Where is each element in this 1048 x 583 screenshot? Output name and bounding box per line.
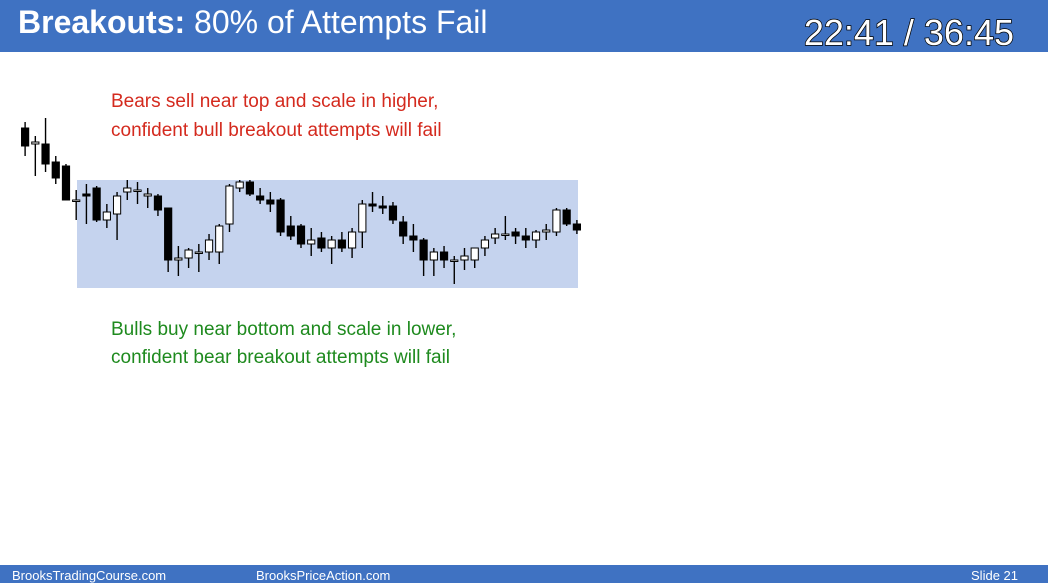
footer-link: BrooksTradingCourse.com	[12, 568, 167, 583]
candle-body	[225, 185, 234, 225]
video-timer: 22:41 / 36:45	[803, 11, 1015, 54]
candle-body	[123, 187, 132, 193]
candle-body	[439, 251, 449, 261]
candle-body	[41, 143, 50, 165]
header-bar: Breakouts: 80% of Attempts Fail 22:41 / …	[0, 0, 1048, 54]
candle-body	[245, 181, 255, 195]
candle-body	[347, 231, 357, 249]
candle-body	[153, 195, 163, 211]
annotation: confident bull breakout attempts will fa…	[111, 120, 442, 141]
title-rest: 80% of Attempts Fail	[194, 4, 488, 40]
footer-bar: BrooksTradingCourse.com BrooksPriceActio…	[0, 565, 1048, 583]
title-bold: Breakouts:	[18, 4, 186, 40]
slide-number: Slide 21	[971, 568, 1018, 583]
candle-body	[266, 199, 275, 205]
candle-body	[72, 199, 81, 202]
annotation: confident bear breakout attempts will fa…	[111, 347, 450, 368]
candle-body	[419, 239, 428, 261]
candle-body	[143, 193, 152, 197]
candle-body	[388, 205, 398, 221]
candle-body	[82, 193, 91, 197]
candle-body	[276, 199, 285, 233]
candle-body	[450, 259, 459, 262]
candle-body	[61, 165, 71, 201]
candle-body	[531, 231, 541, 241]
candle-body	[358, 203, 367, 233]
annotation: Bulls buy near bottom and scale in lower…	[111, 319, 456, 340]
candle-body	[92, 187, 101, 221]
candle-body	[337, 239, 346, 249]
candle-body	[184, 249, 193, 259]
candle-body	[399, 221, 408, 237]
candle-body	[194, 251, 203, 254]
candle-body	[307, 239, 316, 245]
candle-body	[102, 211, 111, 221]
candle-body	[204, 239, 214, 253]
candle-body	[470, 247, 479, 261]
candle-body	[480, 239, 490, 249]
candle-body	[21, 127, 30, 147]
candle-body	[368, 203, 377, 207]
candle-body	[317, 237, 326, 249]
candle-body	[112, 195, 122, 215]
candle-body	[491, 233, 500, 239]
chart: Bears sell near top and scale in higher,…	[21, 91, 581, 368]
candle-body	[501, 233, 510, 236]
candle-body	[409, 235, 418, 241]
candle-body	[511, 231, 520, 237]
candle-body	[460, 255, 469, 261]
candle-body	[256, 195, 265, 201]
candle-body	[164, 207, 173, 261]
candle-body	[429, 251, 438, 261]
footer-link: BrooksPriceAction.com	[256, 568, 391, 583]
candle-body	[286, 225, 295, 237]
candle-body	[521, 235, 530, 241]
candle-body	[562, 209, 571, 225]
candle-body	[235, 181, 244, 189]
candle-body	[552, 209, 561, 233]
candle-body	[174, 257, 183, 261]
candle-body	[215, 225, 224, 253]
slide-title: Breakouts: 80% of Attempts Fail	[18, 4, 488, 41]
annotation: Bears sell near top and scale in higher,	[111, 91, 438, 112]
candle-body	[133, 189, 142, 192]
candle-body	[296, 225, 306, 245]
candle-body	[378, 205, 387, 209]
candle-body	[542, 229, 551, 233]
candle-body	[31, 141, 40, 145]
candle-body	[51, 161, 60, 179]
candle-body	[327, 239, 336, 249]
candle-body	[572, 223, 581, 231]
